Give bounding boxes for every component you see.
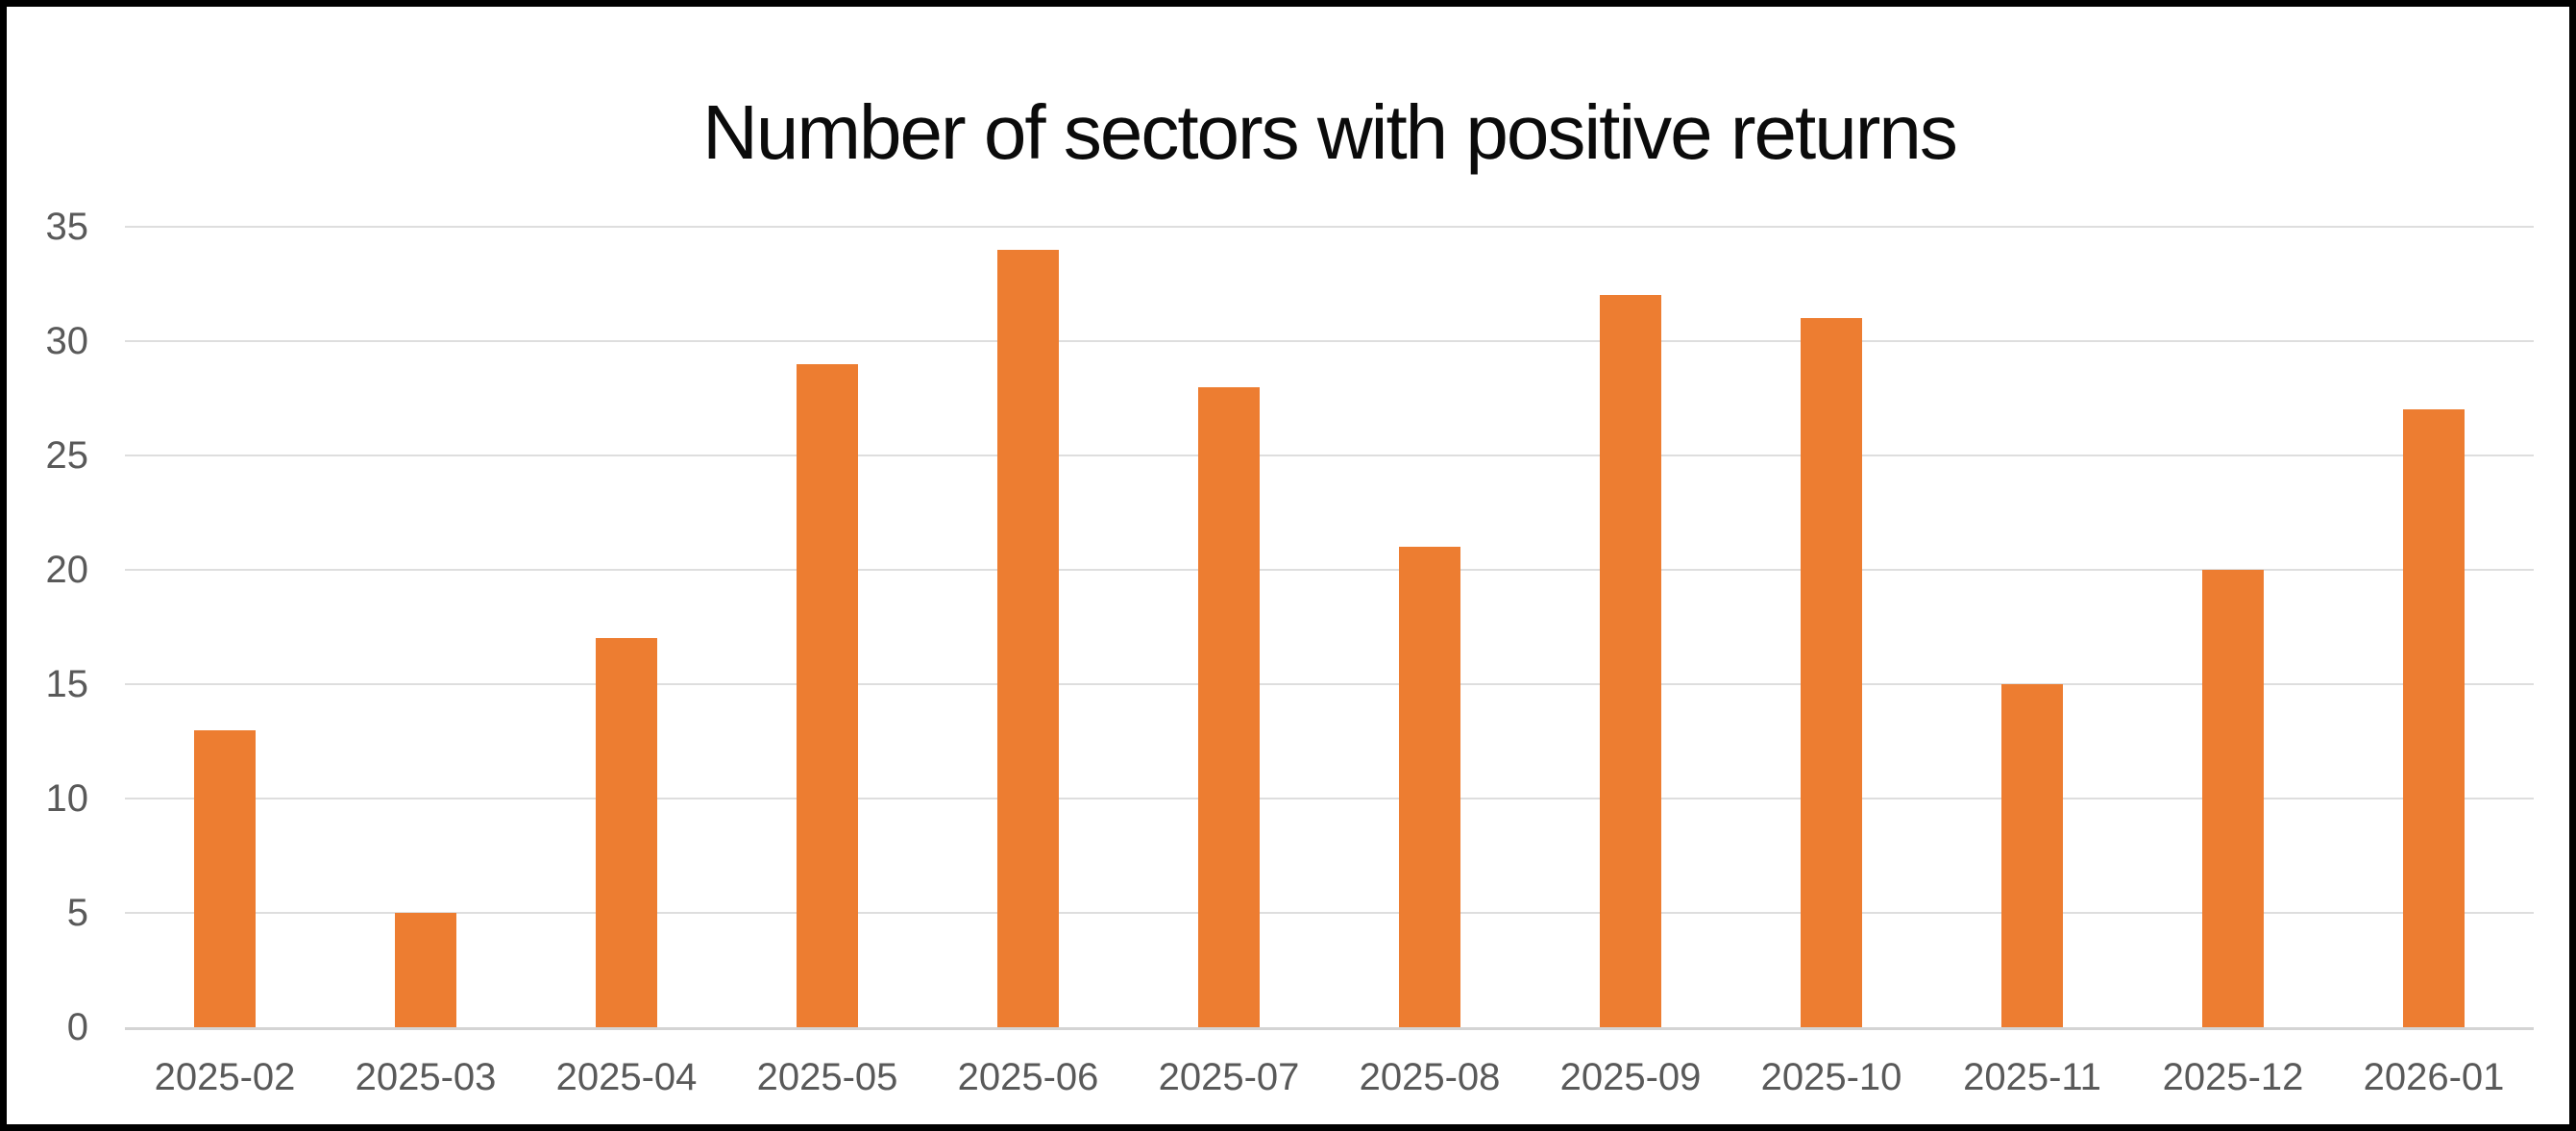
bar <box>2202 570 2264 1027</box>
y-axis-tick-label: 20 <box>45 549 89 591</box>
plot-area: 0 5 10 15 20 25 30 35 2025-02 2025-03 2025-04 2025-… <box>7 7 2569 1124</box>
bar <box>194 730 256 1027</box>
x-axis-tick-label: 2025-09 <box>1559 1056 1702 1098</box>
gridline <box>125 683 2534 685</box>
gridline <box>125 226 2534 228</box>
chart-title: Number of sectors with positive returns <box>702 89 1958 175</box>
y-axis-tick-label: 5 <box>66 892 88 934</box>
x-axis-tick-label: 2025-12 <box>2162 1056 2304 1098</box>
x-axis-line <box>125 1027 2534 1030</box>
bar <box>2403 409 2465 1027</box>
x-axis-tick-label: 2025-07 <box>1158 1056 1300 1098</box>
gridline <box>125 455 2534 456</box>
bar <box>1600 295 1661 1027</box>
bar <box>2001 684 2063 1027</box>
x-axis-tick-label: 2025-03 <box>355 1056 497 1098</box>
x-axis-tick-label: 2025-02 <box>154 1056 296 1098</box>
bar <box>1801 318 1862 1027</box>
y-axis-tick-label: 10 <box>45 777 89 820</box>
y-axis-tick-label: 15 <box>45 663 89 705</box>
gridline <box>125 340 2534 342</box>
x-axis-tick-label: 2025-04 <box>555 1056 698 1098</box>
x-axis-tick-label: 2026-01 <box>2363 1056 2505 1098</box>
bar <box>797 364 858 1027</box>
y-axis-tick-label: 25 <box>45 434 89 477</box>
gridline <box>125 912 2534 914</box>
bar <box>1198 387 1260 1027</box>
x-axis-tick-label: 2025-08 <box>1359 1056 1501 1098</box>
gridline <box>125 569 2534 571</box>
bar <box>596 638 657 1027</box>
y-axis-tick-label: 35 <box>45 206 89 248</box>
bar <box>395 913 456 1027</box>
y-axis-tick-label: 30 <box>45 320 89 362</box>
bar <box>997 250 1059 1027</box>
x-axis-tick-label: 2025-11 <box>1963 1056 2101 1098</box>
x-axis-tick-label: 2025-05 <box>756 1056 898 1098</box>
x-axis-tick-label: 2025-10 <box>1760 1056 1902 1098</box>
gridline <box>125 798 2534 799</box>
y-axis-tick-label: 0 <box>66 1006 88 1048</box>
bar <box>1399 547 1460 1027</box>
x-axis-tick-label: 2025-06 <box>957 1056 1099 1098</box>
